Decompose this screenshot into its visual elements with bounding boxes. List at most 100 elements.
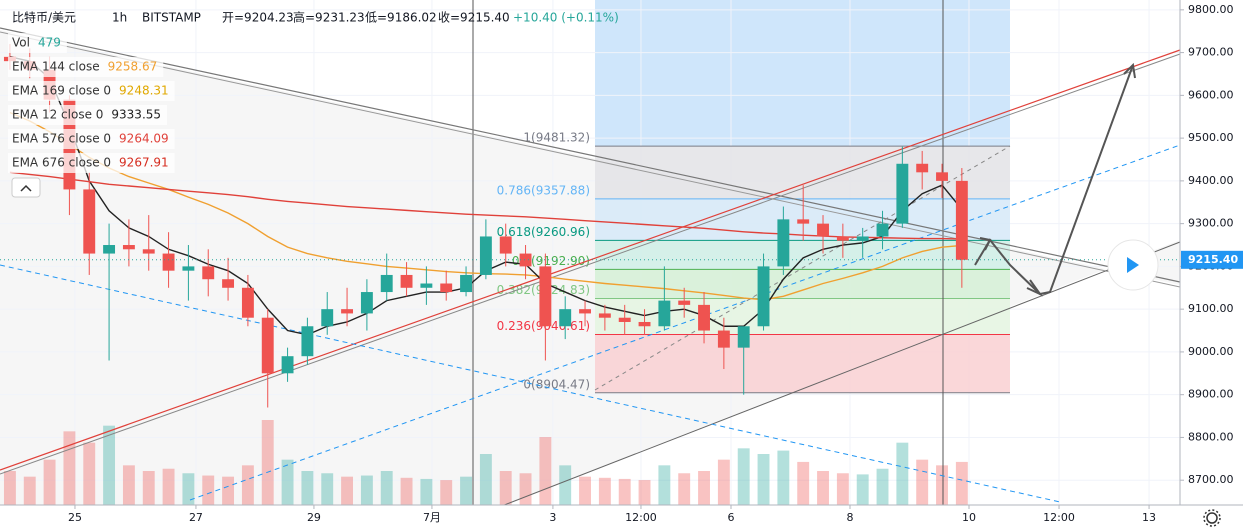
volume-bar (400, 477, 413, 505)
candle-body (618, 317, 631, 322)
x-tick-label: 8 (846, 511, 853, 524)
candle-body (341, 309, 354, 314)
date-range-box (595, 0, 1010, 146)
ohlc-low: 低=9186.02 (365, 11, 437, 25)
volume-bar (717, 459, 730, 505)
candle-body (241, 287, 254, 318)
candle-body (400, 274, 413, 288)
legend-bg (8, 81, 175, 101)
trend-line (0, 49, 1181, 471)
x-tick-label: 10 (962, 511, 976, 524)
drawings (0, 0, 1181, 531)
candle-body (301, 326, 314, 357)
candle-body (856, 236, 869, 241)
volume-bar (955, 461, 968, 505)
candle-body (460, 274, 472, 293)
volume-bar (678, 473, 691, 505)
time-axis: 25 27 29 7月 3 12:00 6 8 10 12:00 13 (0, 504, 1243, 532)
candle-body (737, 326, 750, 348)
price-change: +10.40 (+0.11%) (513, 11, 619, 25)
trend-line (0, 264, 1061, 503)
trend-line (0, 53, 1181, 475)
volume-bar (836, 473, 849, 505)
y-tick-label: 9500.00 (1188, 131, 1234, 144)
settings-button[interactable] (1203, 509, 1221, 527)
volume-bar (440, 480, 453, 505)
volume-bar (3, 471, 16, 505)
candle-body (876, 223, 889, 237)
volume-bar (618, 478, 631, 505)
candle-body (83, 189, 96, 254)
gear-icon[interactable] (1206, 512, 1218, 524)
volume-bar (301, 471, 314, 505)
candle-body (797, 219, 810, 224)
last-price-tag (1181, 250, 1243, 269)
play-button[interactable] (1107, 239, 1159, 291)
legend-value: 479 (38, 36, 61, 50)
candle-body (440, 283, 453, 293)
candle-body (360, 292, 373, 314)
fib-trend-line (594, 145, 1011, 391)
volume-bar (499, 471, 512, 505)
volume-bar (757, 454, 770, 505)
volume-bar (539, 437, 552, 505)
volume-bar (658, 465, 671, 505)
candle-body (122, 245, 135, 250)
button-frame[interactable] (11, 177, 41, 198)
candle-body (896, 163, 909, 224)
candle-body (936, 172, 948, 181)
x-tick-label: 13 (1142, 511, 1156, 524)
volume-bar (162, 468, 175, 505)
volume-bar (83, 442, 96, 505)
volume-bar (737, 448, 750, 505)
candle-body (420, 283, 433, 288)
fib-zone (595, 298, 1010, 335)
axis-background (0, 505, 1243, 532)
volume-bar (559, 465, 572, 505)
trend-line (439, 241, 1181, 531)
arrow-head (1026, 279, 1044, 297)
legend-name: EMA 576 close 0 (12, 132, 111, 146)
candle-body (658, 300, 671, 327)
last-price-label: 9215.40 (1188, 253, 1238, 266)
arrow-head (1123, 62, 1136, 79)
candle-body (836, 236, 849, 241)
candle-body (103, 245, 116, 254)
chevron-icon (20, 184, 32, 192)
y-tick-label: 8700.00 (1188, 473, 1234, 486)
interval: 1h (112, 11, 127, 25)
legend-value: 9264.09 (119, 132, 169, 146)
background-layer (595, 0, 1010, 146)
x-tick-label: 3 (549, 511, 556, 524)
candle-body (717, 330, 730, 348)
volume-bar (817, 471, 829, 505)
candles (0, 44, 1180, 408)
candle-body (817, 223, 829, 237)
candle-body (222, 279, 235, 288)
projection-arrows (974, 62, 1136, 297)
legend-bg (8, 57, 164, 77)
y-tick-label: 8800.00 (1188, 430, 1234, 443)
candle-body (955, 180, 968, 260)
volume-bar (222, 476, 235, 505)
collapse-button[interactable] (11, 177, 41, 198)
y-tick-label: 8900.00 (1188, 388, 1234, 401)
candle-body (202, 266, 215, 280)
candle-body (916, 163, 929, 173)
candle-body (261, 317, 274, 374)
volume-bar (122, 465, 135, 505)
candle-body (698, 304, 710, 331)
trend-line (0, 31, 1181, 288)
x-tick-label: 12:00 (625, 511, 657, 524)
volume-bar (241, 465, 254, 505)
y-tick-label: 9700.00 (1188, 46, 1234, 59)
x-tick-label: 25 (68, 511, 82, 524)
legend-bg (8, 129, 175, 149)
play-icon (1127, 257, 1139, 273)
fib-label: 1(9481.32) (523, 131, 590, 145)
candle-body (777, 219, 790, 267)
candle-body (142, 249, 155, 254)
volume-bar (479, 454, 492, 505)
candle-body (539, 266, 552, 327)
